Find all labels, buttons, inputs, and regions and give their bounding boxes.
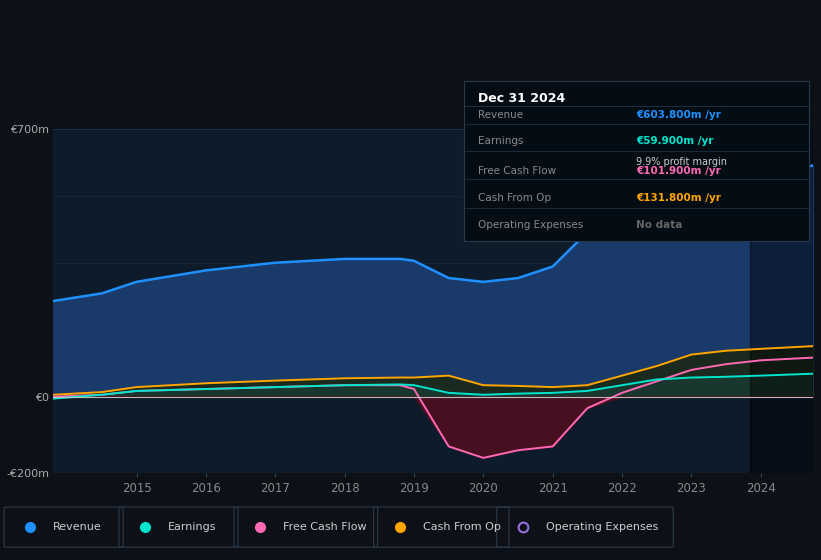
Text: Cash From Op: Cash From Op	[423, 522, 501, 532]
Text: 9.9% profit margin: 9.9% profit margin	[636, 157, 727, 167]
Text: Operating Expenses: Operating Expenses	[478, 220, 583, 230]
Text: Revenue: Revenue	[53, 522, 102, 532]
Text: €101.900m /yr: €101.900m /yr	[636, 166, 721, 176]
Text: Cash From Op: Cash From Op	[478, 193, 551, 203]
Text: Dec 31 2024: Dec 31 2024	[478, 92, 565, 105]
Text: Free Cash Flow: Free Cash Flow	[478, 166, 556, 176]
Text: Operating Expenses: Operating Expenses	[546, 522, 658, 532]
Text: Earnings: Earnings	[168, 522, 217, 532]
Text: €59.900m /yr: €59.900m /yr	[636, 136, 713, 146]
Text: Earnings: Earnings	[478, 136, 523, 146]
Text: No data: No data	[636, 220, 682, 230]
Text: Free Cash Flow: Free Cash Flow	[283, 522, 367, 532]
Text: €603.800m /yr: €603.800m /yr	[636, 110, 721, 120]
Text: Revenue: Revenue	[478, 110, 523, 120]
Bar	[750, 129, 813, 473]
Text: €131.800m /yr: €131.800m /yr	[636, 193, 721, 203]
